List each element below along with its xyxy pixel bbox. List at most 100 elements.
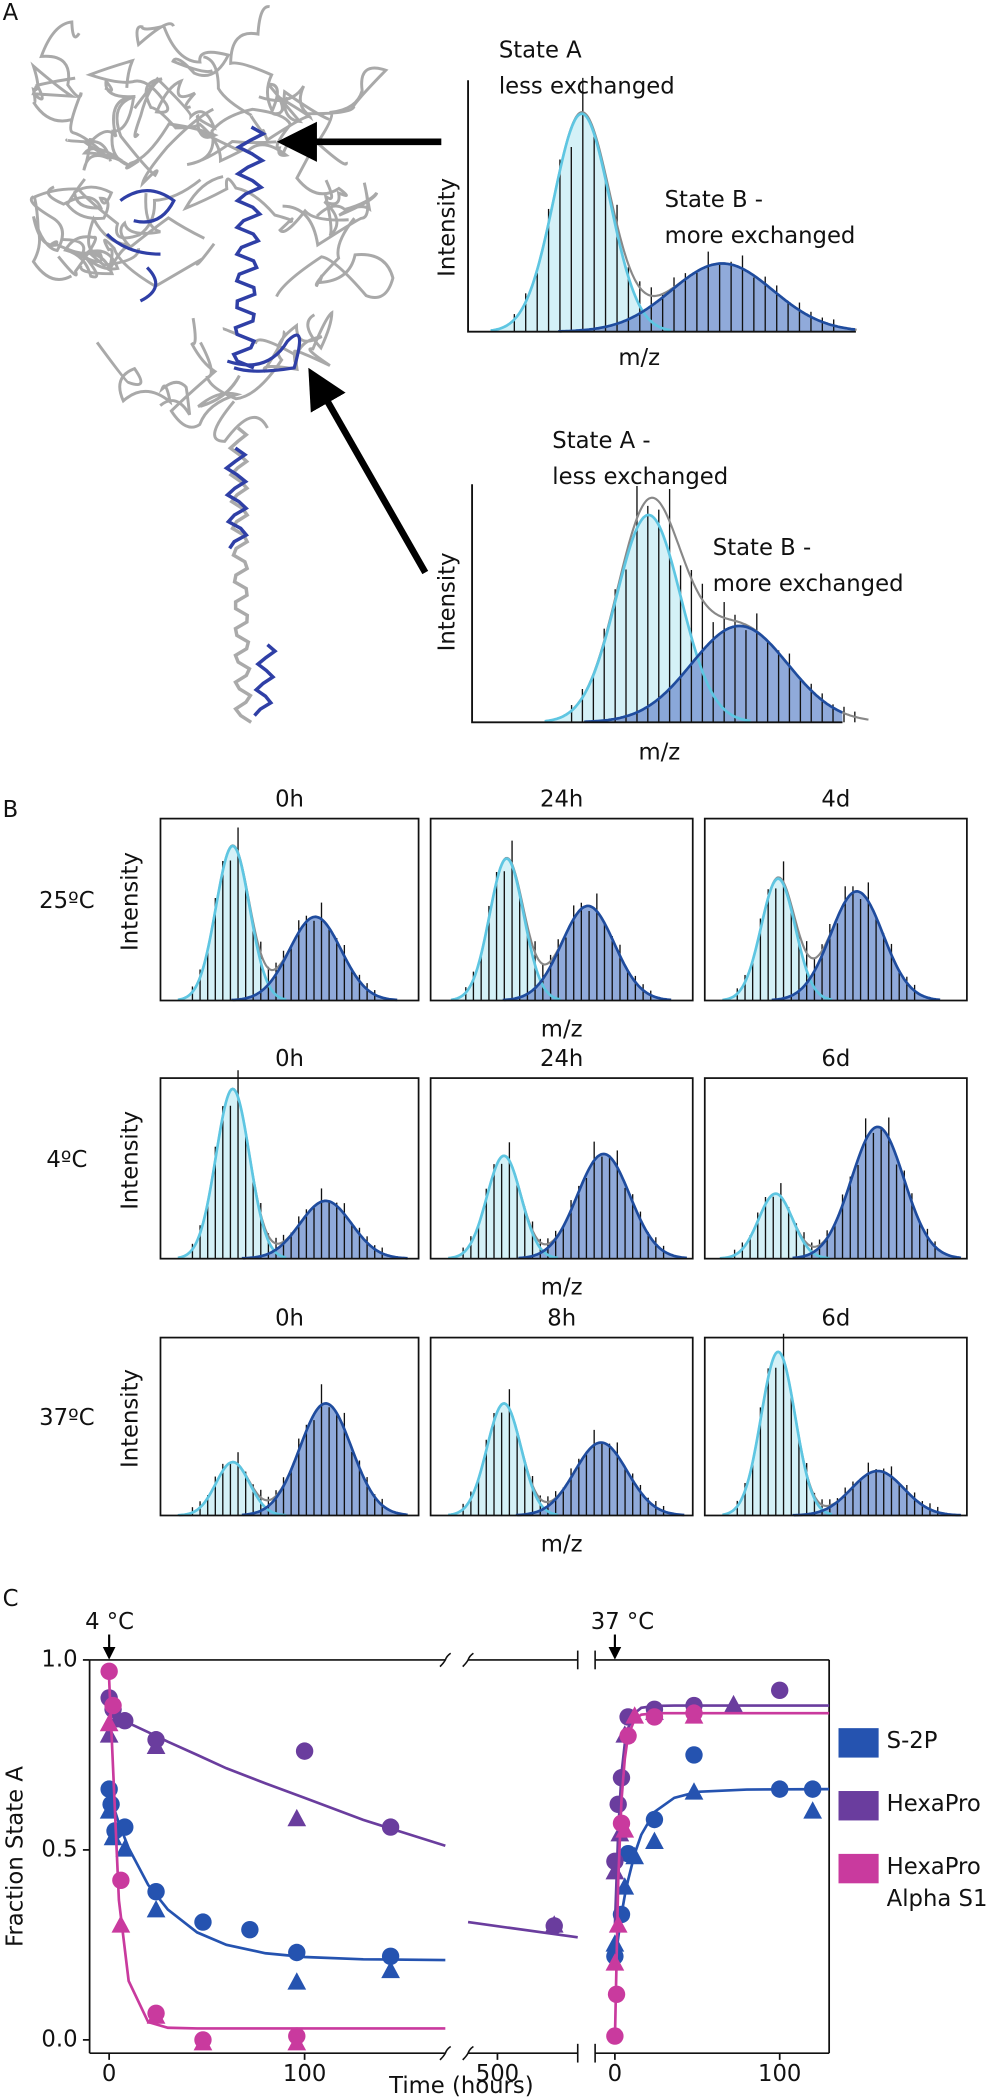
time-label: 6d [821, 1046, 850, 1072]
ribbon [95, 341, 192, 416]
point [771, 1681, 789, 1700]
row-label: 25ºC [39, 888, 94, 914]
frame [159, 1336, 420, 1517]
ribbon [282, 182, 379, 248]
y-tick-label: 1.0 [41, 1646, 77, 1672]
ribbon [133, 77, 244, 164]
state-b-curve [792, 1125, 962, 1260]
axis-break [462, 2045, 474, 2061]
frame [703, 1336, 968, 1517]
spectrum: 0h [159, 786, 420, 1002]
legend-entry: S-2P [886, 1728, 938, 1755]
spectrum: 0h [159, 1305, 420, 1517]
state-a-curve [450, 857, 561, 1002]
spectrum: State A less exchanged State B - more excha… [435, 37, 857, 371]
point [287, 1972, 307, 1990]
state-b-curve [231, 915, 398, 1002]
state-b-curve [771, 890, 941, 1002]
x-axis-label: m/z [618, 345, 660, 371]
ribbon [73, 193, 161, 276]
point [684, 1706, 704, 1724]
frame [159, 817, 420, 1002]
state-b-label: State B - [665, 187, 763, 213]
x-tick-label: 500 [476, 2061, 519, 2087]
ribbon [169, 317, 243, 429]
ribbon [85, 58, 197, 114]
ribbon [275, 217, 395, 299]
time-label: 0h [275, 1305, 304, 1331]
ribbon [125, 76, 219, 170]
legend-label: HexaPro [886, 1791, 981, 1818]
point [645, 1831, 664, 1850]
state-a-label: State A - [552, 428, 650, 454]
point [645, 1708, 664, 1726]
axis-break [462, 1652, 474, 1668]
legend-label: S-2P [886, 1728, 938, 1755]
x-tick-label: 0 [608, 2061, 622, 2087]
state-a-curve [719, 1192, 830, 1260]
x-tick-label: 100 [283, 2061, 326, 2087]
point [381, 1960, 400, 1979]
point [115, 1839, 135, 1857]
ribbon [182, 175, 349, 233]
fit-line [467, 1920, 578, 1939]
legend-swatch [838, 1791, 879, 1821]
state-a-curve [722, 1350, 833, 1516]
state-a-curve [490, 112, 672, 332]
x-axis-label: m/z [638, 740, 680, 766]
x-axis-label: m/z [541, 1531, 583, 1557]
point [99, 1725, 119, 1743]
point [608, 1915, 628, 1933]
ribbon [258, 66, 389, 166]
x-axis-label: m/z [541, 1016, 583, 1042]
state-b-curve [584, 624, 843, 724]
spectrum: 0h [159, 1046, 420, 1260]
annotation: 37 °C [591, 1609, 654, 1635]
row-label: 4ºC [46, 1147, 87, 1173]
x-axis-label: Time (hours) [388, 2073, 533, 2099]
fit-line [107, 1792, 446, 1962]
ribbon [103, 216, 216, 288]
ribbon [222, 310, 334, 367]
time-label: 4d [821, 786, 850, 812]
point [194, 1913, 212, 1931]
point [112, 1871, 130, 1890]
spectrum: 24h [429, 1046, 694, 1260]
frame [429, 1336, 694, 1517]
point [607, 1985, 626, 2003]
fit-line [107, 1678, 446, 2030]
frame [429, 1077, 694, 1260]
protein-structure [29, 5, 395, 724]
ribbon [81, 77, 136, 167]
point [147, 1883, 165, 1901]
y-axis-label: Intensity [118, 852, 144, 951]
point [111, 1915, 131, 1933]
state-b-fill [504, 905, 672, 1001]
legend-swatch [838, 1728, 879, 1758]
point [609, 1795, 627, 1814]
frame [159, 1077, 420, 1260]
state-a-label: less exchanged [499, 73, 675, 99]
point [605, 1934, 625, 1952]
point [619, 1727, 637, 1745]
point [241, 1921, 259, 1939]
state-b-curve [241, 1402, 408, 1517]
legend-label: HexaPro Alpha S1 [886, 1853, 988, 1913]
point [615, 1877, 635, 1895]
arrow [308, 367, 429, 575]
state-a-curve [544, 513, 751, 723]
point [193, 2032, 213, 2051]
point [625, 1706, 645, 1724]
helix [227, 426, 253, 724]
legend-entry: HexaPro [886, 1791, 981, 1818]
state-a-curve [448, 1401, 558, 1517]
point [803, 1780, 822, 1798]
point [645, 1810, 664, 1829]
y-tick-label: 0.0 [41, 2026, 77, 2052]
x-tick-label: 100 [758, 2061, 801, 2087]
panel-label: B [3, 797, 19, 823]
x-axis-label: m/z [541, 1275, 583, 1301]
panel-label: C [3, 1586, 19, 1612]
y-axis-label: Intensity [118, 1111, 144, 1210]
